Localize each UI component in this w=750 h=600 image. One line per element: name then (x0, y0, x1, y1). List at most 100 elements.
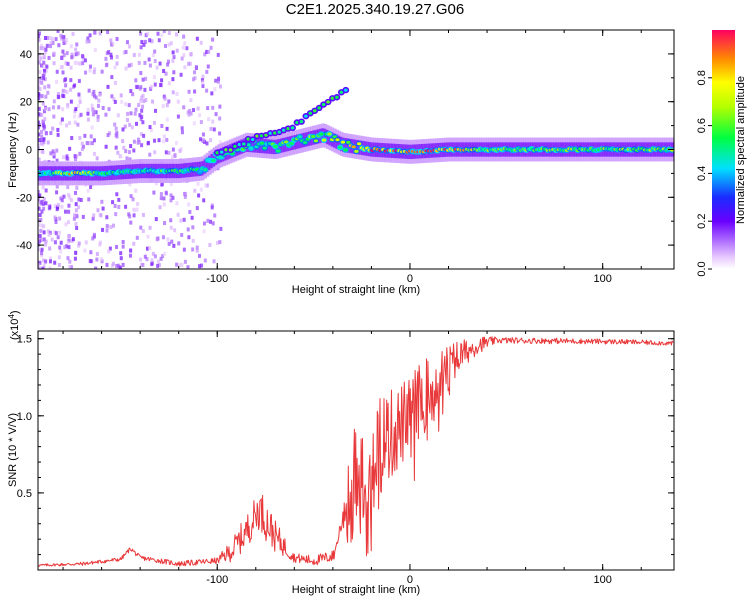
noise-cell (128, 182, 132, 187)
noise-cell (64, 222, 68, 227)
noise-cell (98, 92, 102, 97)
noise-cell (158, 61, 162, 66)
noise-cell (124, 49, 128, 54)
noise-cell (122, 50, 126, 55)
noise-cell (75, 42, 79, 47)
noise-cell (193, 89, 197, 94)
noise-cell (38, 112, 42, 117)
noise-cell (183, 65, 187, 70)
noise-cell (86, 36, 90, 41)
noise-cell (191, 247, 195, 252)
noise-cell (43, 50, 47, 55)
noise-cell (48, 256, 52, 261)
branch-core (295, 120, 299, 125)
ridge-core (327, 132, 332, 136)
noise-cell (171, 50, 175, 55)
noise-cell (73, 60, 77, 65)
noise-cell (56, 30, 60, 33)
noise-cell (39, 56, 43, 61)
noise-cell (92, 89, 96, 94)
spectrogram-y-label: Frequency (Hz) (7, 112, 19, 188)
noise-cell (109, 52, 113, 57)
ridge-core (319, 132, 324, 136)
ridge-halo-inner (342, 137, 346, 153)
noise-cell (151, 99, 155, 104)
noise-cell (69, 198, 73, 203)
y-tick-label: -20 (16, 192, 32, 204)
noise-cell (90, 141, 94, 146)
noise-cell (219, 226, 223, 231)
noise-cell (191, 238, 195, 243)
noise-cell (69, 265, 73, 269)
noise-cell (100, 259, 104, 264)
noise-cell (187, 89, 191, 94)
noise-cell (151, 53, 155, 58)
noise-cell (179, 147, 183, 152)
colorbar: 0.0 0.2 0.4 0.6 0.8 Normalized spectral ampl… (696, 30, 747, 277)
noise-cell (109, 38, 113, 43)
noise-cell (40, 199, 44, 204)
noise-cell (186, 110, 190, 115)
noise-cell (41, 73, 45, 78)
noise-cell (114, 145, 118, 150)
noise-cell (169, 41, 173, 46)
noise-cell (166, 237, 170, 242)
noise-cell (187, 235, 191, 240)
noise-cell (199, 120, 203, 125)
noise-cell (57, 105, 61, 110)
noise-cell (58, 216, 62, 221)
noise-cell (59, 65, 63, 70)
noise-cell (73, 83, 77, 88)
noise-cell (53, 240, 57, 245)
noise-cell (110, 75, 114, 80)
noise-cell (81, 57, 85, 62)
noise-cell (107, 107, 111, 112)
noise-cell (65, 156, 69, 161)
noise-cell (79, 197, 83, 202)
noise-cell (148, 38, 152, 43)
noise-cell (141, 120, 145, 125)
noise-cell (38, 222, 41, 227)
noise-cell (140, 143, 144, 148)
noise-cell (210, 91, 214, 96)
noise-cell (180, 233, 184, 238)
noise-cell (52, 51, 56, 56)
noise-cell (126, 111, 130, 116)
noise-cell (167, 31, 171, 36)
noise-cell (141, 212, 145, 217)
noise-cell (134, 78, 138, 83)
noise-cell (43, 117, 47, 122)
noise-cell (88, 68, 92, 73)
noise-cell (42, 109, 46, 114)
noise-cell (67, 209, 71, 214)
noise-cell (134, 107, 138, 112)
noise-cell (38, 106, 41, 111)
noise-cell (144, 76, 148, 81)
noise-cell (111, 261, 115, 266)
noise-cell (38, 262, 40, 267)
x-tick-label: -100 (206, 273, 228, 285)
noise-cell (111, 200, 115, 205)
ridge-core (337, 145, 343, 149)
noise-cell (38, 239, 42, 244)
noise-cell (172, 70, 176, 75)
noise-cell (38, 233, 42, 238)
noise-cell (114, 264, 118, 269)
noise-cell (199, 40, 203, 45)
noise-cell (42, 237, 46, 242)
spectrogram-image (38, 30, 674, 269)
noise-cell (62, 155, 66, 160)
noise-cell (150, 39, 154, 44)
ridge-core (356, 142, 362, 146)
noise-cell (53, 151, 57, 156)
noise-cell (38, 242, 40, 247)
noise-cell (104, 112, 108, 117)
noise-cell (38, 193, 42, 198)
noise-cell (40, 209, 44, 214)
noise-cell (38, 138, 42, 143)
noise-cell (41, 138, 45, 143)
noise-cell (173, 152, 177, 157)
noise-cell (188, 108, 192, 113)
noise-cell (113, 203, 117, 208)
